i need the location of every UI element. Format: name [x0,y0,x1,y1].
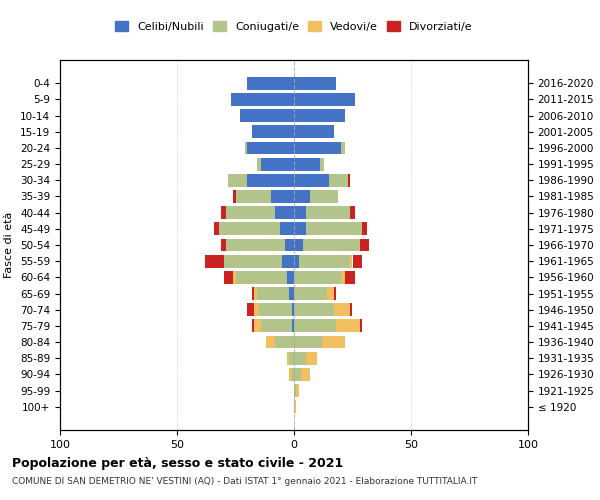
Bar [292,303,294,316]
Bar [247,142,294,154]
Bar [334,287,336,300]
Bar [247,77,294,90]
Bar [294,77,336,90]
Bar [306,352,317,364]
Bar [275,206,294,219]
Bar [294,352,306,364]
Bar [294,320,336,332]
Bar [233,271,235,284]
Bar [214,222,219,235]
Bar [257,287,289,300]
Bar [294,93,355,106]
Legend: Celibi/Nubili, Coniugati/e, Vedovi/e, Divorziati/e: Celibi/Nubili, Coniugati/e, Vedovi/e, Di… [112,18,476,35]
Bar [294,384,296,397]
Bar [353,254,362,268]
Bar [294,142,341,154]
Bar [287,271,294,284]
Bar [226,206,275,219]
Bar [257,158,261,170]
Bar [350,303,352,316]
Bar [348,174,350,187]
Bar [259,303,292,316]
Bar [301,368,310,381]
Bar [362,222,367,235]
Bar [289,368,292,381]
Bar [284,238,294,252]
Bar [294,287,327,300]
Bar [294,400,296,413]
Bar [336,320,359,332]
Bar [254,303,259,316]
Bar [280,222,294,235]
Bar [221,238,226,252]
Bar [236,190,271,203]
Bar [261,320,292,332]
Bar [205,254,224,268]
Bar [294,222,306,235]
Bar [287,352,289,364]
Bar [341,271,346,284]
Text: Popolazione per età, sesso e stato civile - 2021: Popolazione per età, sesso e stato civil… [12,458,343,470]
Bar [306,222,362,235]
Bar [359,320,362,332]
Bar [254,320,261,332]
Bar [310,190,338,203]
Bar [221,206,226,219]
Bar [322,336,346,348]
Bar [294,254,299,268]
Bar [294,190,310,203]
Bar [229,174,247,187]
Bar [350,206,355,219]
Bar [219,222,280,235]
Bar [327,287,334,300]
Bar [226,238,284,252]
Bar [294,158,320,170]
Bar [252,320,254,332]
Bar [261,158,294,170]
Bar [254,287,257,300]
Bar [294,126,334,138]
Bar [294,303,334,316]
Bar [341,142,346,154]
Bar [294,368,301,381]
Bar [320,158,325,170]
Bar [289,287,294,300]
Bar [346,271,355,284]
Bar [294,336,322,348]
Bar [233,190,235,203]
Bar [224,254,283,268]
Bar [245,142,247,154]
Bar [252,126,294,138]
Bar [289,352,294,364]
Bar [240,109,294,122]
Bar [292,320,294,332]
Bar [306,206,350,219]
Bar [350,254,352,268]
Bar [329,174,348,187]
Bar [252,287,254,300]
Bar [299,254,350,268]
Text: COMUNE DI SAN DEMETRIO NE' VESTINI (AQ) - Dati ISTAT 1° gennaio 2021 - Elaborazi: COMUNE DI SAN DEMETRIO NE' VESTINI (AQ) … [12,478,478,486]
Bar [294,109,346,122]
Bar [294,206,306,219]
Bar [292,368,294,381]
Bar [275,336,294,348]
Bar [283,254,294,268]
Y-axis label: Fasce di età: Fasce di età [4,212,14,278]
Bar [304,238,359,252]
Bar [224,271,233,284]
Bar [294,174,329,187]
Bar [294,238,304,252]
Bar [231,93,294,106]
Bar [247,303,254,316]
Bar [266,336,275,348]
Bar [334,303,350,316]
Bar [359,238,369,252]
Bar [271,190,294,203]
Bar [236,271,287,284]
Bar [296,384,299,397]
Bar [294,271,341,284]
Bar [247,174,294,187]
